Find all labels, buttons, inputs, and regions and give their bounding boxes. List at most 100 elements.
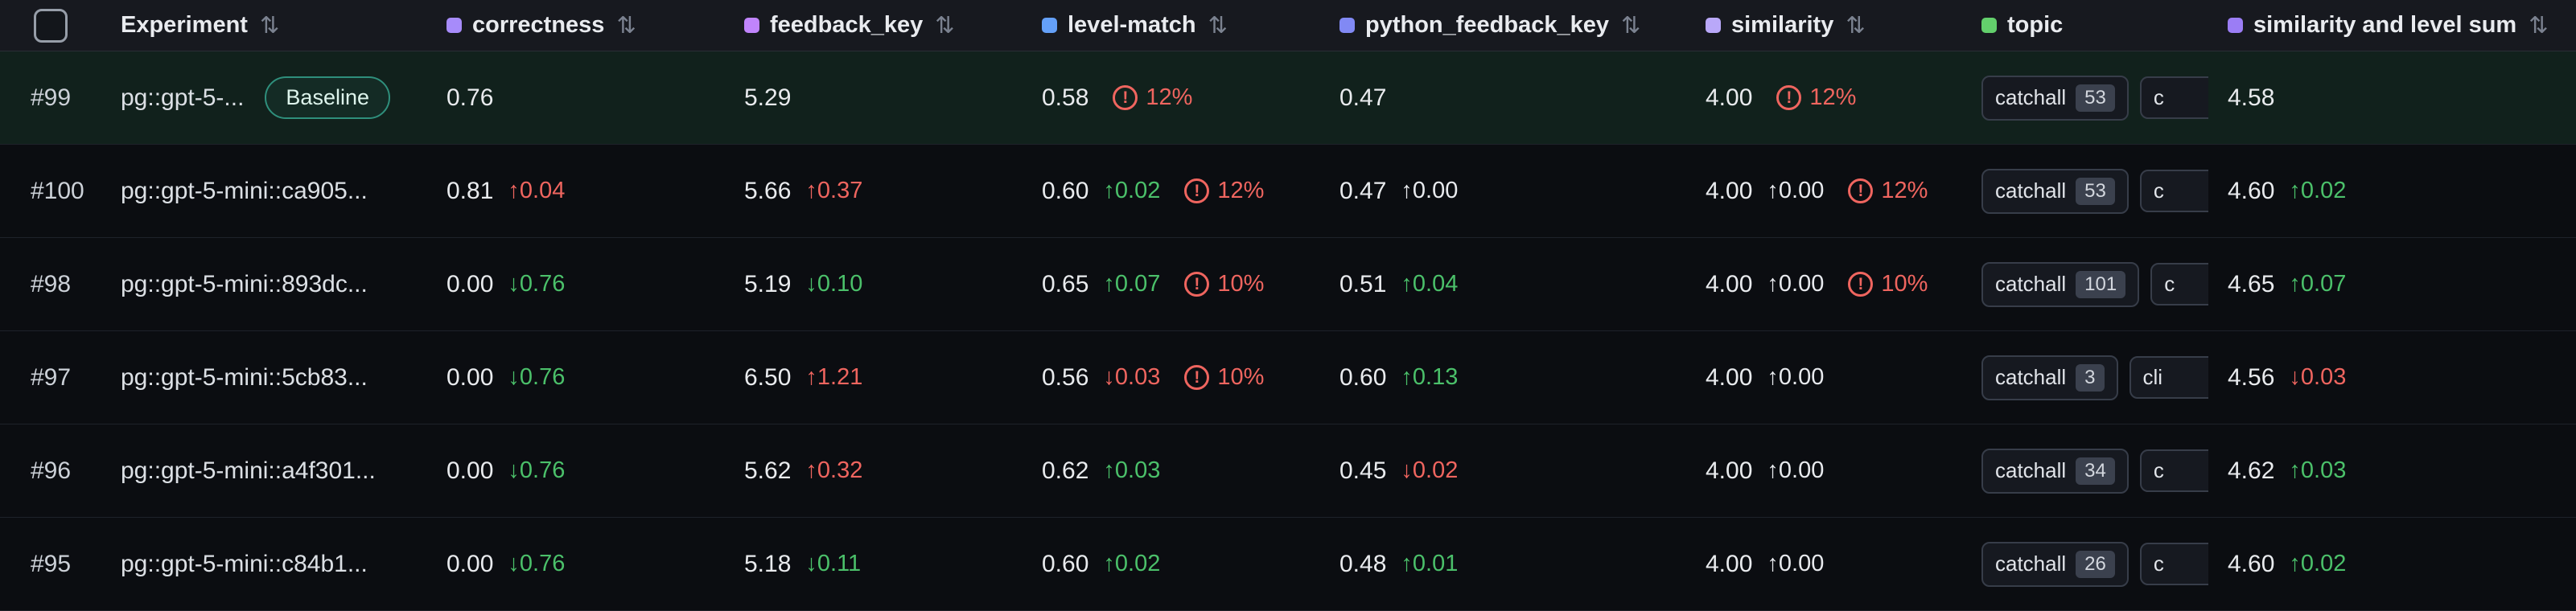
topic-chip[interactable]: c [2139,543,2208,585]
similarity-and-level-sum-cell: 4.60 ↑0.02 [2208,518,2576,610]
warning-icon: ! [1848,178,1874,203]
row-id-cell: #96 [0,424,113,517]
metric-value: 0.60 [1339,363,1387,391]
metric-value: 0.56 [1042,363,1089,391]
topic-chip[interactable]: cli [2129,356,2208,399]
sort-icon[interactable]: ⇅ [935,13,955,39]
experiment-cell[interactable]: pg::gpt-5-mini::893dc... [113,238,438,330]
topic-chip[interactable]: catchall 26 [1981,541,2129,587]
similarity-cell: 4.00 ↑0.00 [1697,331,1975,424]
sort-icon[interactable]: ⇅ [1846,13,1866,39]
column-header-similarity-and-level-sum[interactable]: similarity and level sum ⇅ [2208,0,2576,51]
feedback-key-cell: 5.18 ↓0.11 [736,518,1034,610]
warning-exclamation: ! [1194,275,1200,293]
similarity-cell: 4.00 ! 12% [1697,51,1975,144]
topic-chip-label: catchall [1995,272,2067,296]
metric-delta: ↑0.07 [1103,271,1161,297]
column-label: topic [2007,12,2064,38]
warning-percent: 10% [1881,271,1928,297]
topic-chip[interactable]: c [2139,449,2208,492]
warning-exclamation: ! [1858,182,1864,200]
topic-chip[interactable]: catchall 53 [1981,168,2129,214]
metric-value: 0.00 [446,457,494,484]
metric-delta: ↑0.01 [1401,551,1459,576]
experiment-cell[interactable]: pg::gpt-5-mini::c84b1... [113,518,438,610]
metric-delta: ↑0.37 [805,178,863,203]
metric-delta: ↓0.11 [805,551,862,576]
metric-delta: ↑0.00 [1767,271,1825,297]
python-feedback-key-cell: 0.60 ↑0.13 [1331,331,1697,424]
table-row[interactable]: #99 pg::gpt-5-... Baseline 0.76 5.29 0.5… [0,51,2576,145]
similarity-and-level-sum-cell: 4.58 [2208,51,2576,144]
warning-exclamation: ! [1122,88,1129,107]
level-match-cell: 0.65 ↑0.07 ! 10% [1034,238,1331,330]
column-label: level-match [1068,12,1196,38]
metric-swatch [1706,18,1721,33]
topic-chip[interactable]: c [2139,76,2208,119]
experiment-cell[interactable]: pg::gpt-5-mini::ca905... [113,145,438,237]
sort-icon[interactable]: ⇅ [2529,13,2549,39]
sort-icon[interactable]: ⇅ [1208,13,1228,39]
topic-chip-label: catchall [1995,365,2067,389]
experiment-cell[interactable]: pg::gpt-5-mini::a4f301... [113,424,438,517]
column-header-python-feedback-key[interactable]: python_feedback_key ⇅ [1331,0,1697,51]
topic-chip[interactable]: c [2139,170,2208,212]
metric-delta: ↑0.04 [1401,271,1459,297]
metric-value: 5.66 [744,177,792,204]
metric-value: 0.51 [1339,270,1387,297]
metric-delta: ↓0.03 [1103,364,1161,390]
column-header-feedback-key[interactable]: feedback_key ⇅ [736,0,1034,51]
experiment-name: pg::gpt-5-... [121,84,245,111]
sort-icon[interactable]: ⇅ [1621,13,1641,39]
metric-delta: ↑0.03 [1103,457,1161,483]
level-match-cell: 0.60 ↑0.02 [1034,518,1331,610]
topic-chip[interactable]: c [2150,263,2208,306]
select-all-checkbox[interactable] [34,8,68,43]
column-header-level-match[interactable]: level-match ⇅ [1034,0,1331,51]
table-row[interactable]: #100 pg::gpt-5-mini::ca905... 0.81 ↑0.04… [0,145,2576,238]
correctness-cell: 0.00 ↓0.76 [438,331,736,424]
similarity-and-level-sum-cell: 4.65 ↑0.07 [2208,238,2576,330]
metric-value: 4.65 [2228,270,2275,297]
metric-value: 0.65 [1042,270,1089,297]
topic-chip[interactable]: catchall 34 [1981,448,2129,494]
table-row[interactable]: #97 pg::gpt-5-mini::5cb83... 0.00 ↓0.76 … [0,331,2576,424]
topic-chip-label: c [2153,178,2164,203]
column-header-topic[interactable]: topic [1975,0,2208,51]
level-match-cell: 0.58 ! 12% [1034,51,1331,144]
table-row[interactable]: #98 pg::gpt-5-mini::893dc... 0.00 ↓0.76 … [0,238,2576,331]
metric-delta: ↑0.04 [508,178,566,203]
topic-chip[interactable]: catchall 3 [1981,355,2118,400]
experiment-cell[interactable]: pg::gpt-5-... Baseline [113,51,438,144]
experiment-cell[interactable]: pg::gpt-5-mini::5cb83... [113,331,438,424]
metric-value: 0.81 [446,177,494,204]
metric-value: 4.00 [1706,457,1753,484]
metric-delta: ↑0.00 [1767,364,1825,390]
metric-value: 0.00 [446,363,494,391]
table-row[interactable]: #95 pg::gpt-5-mini::c84b1... 0.00 ↓0.76 … [0,518,2576,611]
metric-delta: ↑0.02 [2289,551,2347,576]
topic-chip-label: catchall [1995,458,2067,482]
metric-value: 0.62 [1042,457,1089,484]
column-header-experiment[interactable]: Experiment ⇅ [113,0,438,51]
sort-icon[interactable]: ⇅ [616,13,636,39]
topic-chip[interactable]: catchall 53 [1981,75,2129,121]
similarity-and-level-sum-cell: 4.62 ↑0.03 [2208,424,2576,517]
sort-icon[interactable]: ⇅ [259,13,280,39]
similarity-and-level-sum-cell: 4.56 ↓0.03 [2208,331,2576,424]
column-header-similarity[interactable]: similarity ⇅ [1697,0,1975,51]
topic-chip[interactable]: catchall 101 [1981,261,2140,307]
column-header-correctness[interactable]: correctness ⇅ [438,0,736,51]
warning-percent: 12% [1146,84,1193,110]
warning-icon: ! [1113,85,1138,110]
warning-exclamation: ! [1194,182,1200,200]
similarity-cell: 4.00 ↑0.00 [1697,424,1975,517]
row-id: #96 [31,457,72,484]
metric-value: 0.47 [1339,177,1387,204]
experiment-name: pg::gpt-5-mini::a4f301... [121,457,376,484]
table-row[interactable]: #96 pg::gpt-5-mini::a4f301... 0.00 ↓0.76… [0,424,2576,518]
row-id: #97 [31,363,72,391]
metric-value: 0.48 [1339,550,1387,577]
topic-chip-label: c [2153,458,2164,482]
